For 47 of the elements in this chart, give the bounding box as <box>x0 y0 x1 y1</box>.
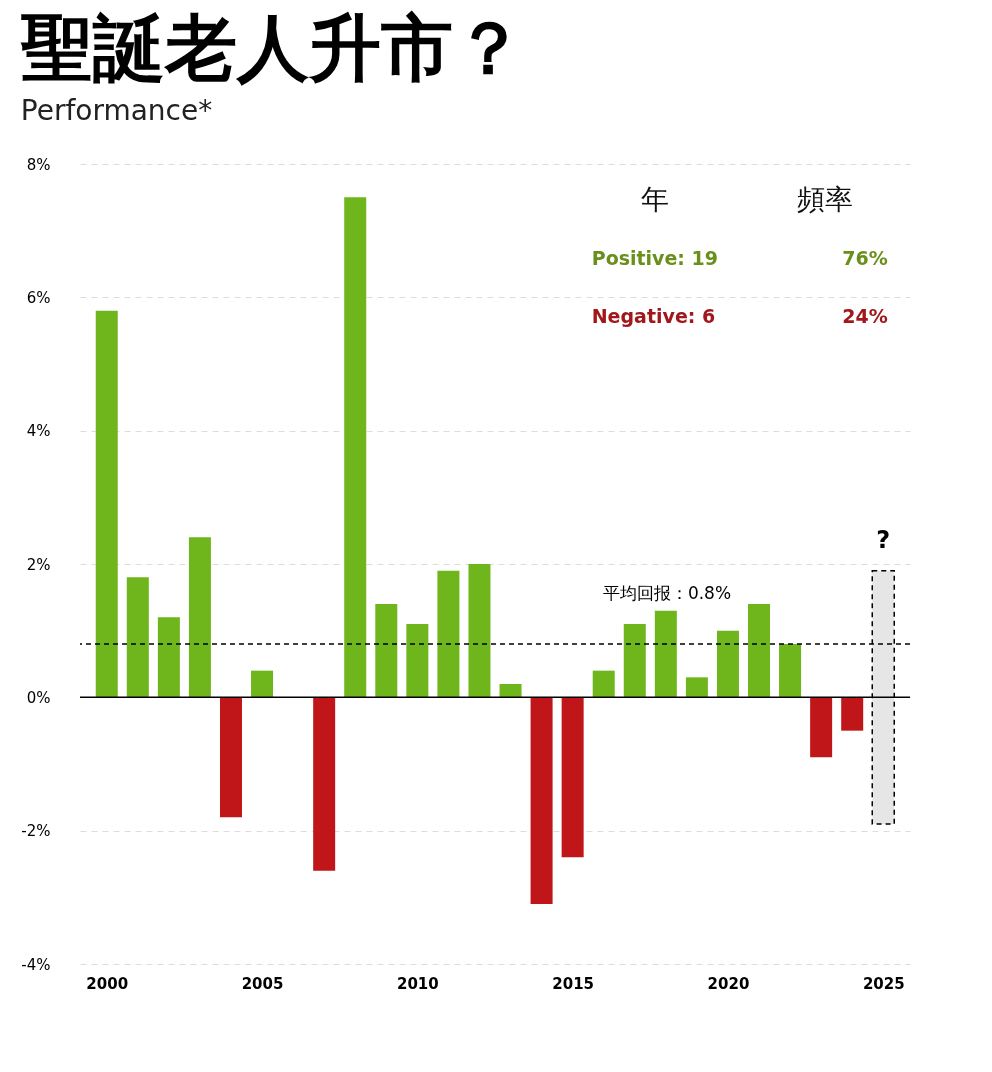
bar <box>251 670 274 698</box>
bar <box>406 624 429 698</box>
ref-line-label: 平均回报：0.8% <box>602 583 732 603</box>
annotation: Positive: 19 <box>591 247 719 269</box>
x-tick-label: 2025 <box>862 974 905 993</box>
bar <box>344 197 367 698</box>
bar <box>157 617 180 698</box>
bar <box>313 697 336 871</box>
bar <box>375 604 398 698</box>
bar <box>716 630 739 698</box>
bar <box>95 310 118 698</box>
chart-subtitle: Performance* <box>20 94 213 127</box>
bar <box>126 577 149 698</box>
y-tick-label: 2% <box>26 555 51 574</box>
bar <box>219 697 242 818</box>
bar <box>561 697 584 858</box>
bar <box>437 570 460 698</box>
bar <box>499 684 522 698</box>
y-tick-label: 4% <box>26 422 51 441</box>
annotation: 頻率 <box>796 183 853 216</box>
chart-title: 聖誕老人升市？ <box>19 6 525 90</box>
annotation: 76% <box>842 247 888 269</box>
y-tick-label: -4% <box>21 955 51 974</box>
y-tick-label: -2% <box>21 822 51 841</box>
y-tick-label: 8% <box>26 155 51 174</box>
x-tick-label: 2020 <box>707 974 750 993</box>
bar <box>623 624 646 698</box>
bar <box>654 610 677 698</box>
bar <box>468 564 491 698</box>
bar <box>685 677 708 698</box>
y-tick-label: 0% <box>26 688 51 707</box>
x-tick-label: 2000 <box>86 974 129 993</box>
annotation: 24% <box>842 305 888 327</box>
x-tick-label: 2010 <box>396 974 439 993</box>
annotation: ? <box>876 525 891 554</box>
bar <box>810 697 833 758</box>
y-tick-label: 6% <box>26 288 51 307</box>
annotation: Negative: 6 <box>591 305 716 327</box>
annotation: 年 <box>640 183 669 216</box>
x-tick-label: 2015 <box>552 974 595 993</box>
bar <box>779 644 802 698</box>
bar <box>188 537 211 698</box>
bar <box>841 697 864 731</box>
x-tick-label: 2005 <box>241 974 284 993</box>
bar <box>530 697 553 904</box>
bar <box>748 604 771 698</box>
bar <box>592 670 615 698</box>
